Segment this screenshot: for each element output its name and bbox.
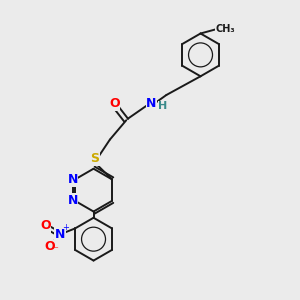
Text: ⁻: ⁻ — [53, 245, 58, 255]
Text: N: N — [146, 98, 157, 110]
Text: O: O — [40, 219, 51, 232]
Text: H: H — [158, 101, 167, 111]
Text: O: O — [109, 98, 120, 110]
Text: N: N — [68, 194, 78, 207]
Text: N: N — [55, 228, 65, 241]
Text: S: S — [91, 152, 100, 165]
Text: N: N — [68, 173, 78, 186]
Text: CH₃: CH₃ — [216, 24, 236, 34]
Text: O: O — [44, 240, 55, 254]
Text: +: + — [62, 224, 69, 232]
